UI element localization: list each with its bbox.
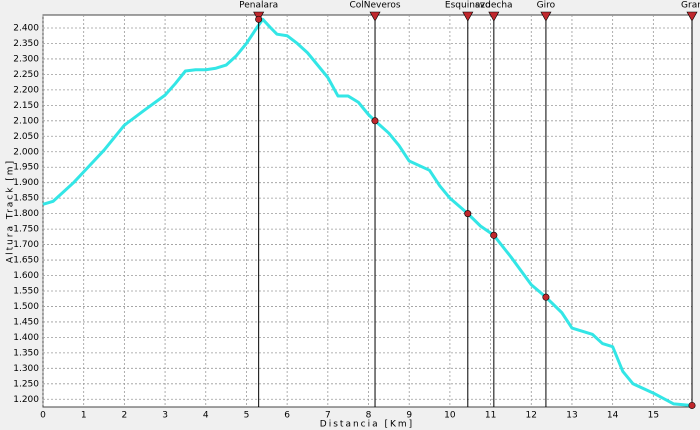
waypoint-dot xyxy=(688,401,696,409)
y-tick-label: 1.200 xyxy=(13,395,39,405)
y-tick-label: 1.400 xyxy=(13,333,39,343)
y-tick-label: 1.900 xyxy=(13,178,39,188)
x-tick-label: 7 xyxy=(325,411,331,421)
waypoint-marker xyxy=(462,11,474,22)
x-axis-title: Distancia [Km] xyxy=(320,420,414,430)
y-tick-label: 1.950 xyxy=(13,163,39,173)
x-tick-label: 13 xyxy=(566,411,577,421)
y-tick-label: 1.750 xyxy=(13,225,39,235)
waypoint-dot xyxy=(490,231,498,239)
waypoint-label: Penalara xyxy=(239,1,278,11)
x-tick-label: 0 xyxy=(40,411,46,421)
y-tick-label: 2.300 xyxy=(13,54,39,64)
x-tick-label: 9 xyxy=(406,411,412,421)
waypoint-label: Gran xyxy=(681,1,700,11)
waypoint-marker xyxy=(369,11,381,22)
waypoint-label: svdecha xyxy=(475,1,512,11)
x-tick-label: 10 xyxy=(444,411,456,421)
y-tick-label: 1.250 xyxy=(13,379,39,389)
x-tick-label: 3 xyxy=(162,411,168,421)
y-tick-label: 2.250 xyxy=(13,70,39,80)
x-tick-label: 1 xyxy=(81,411,87,421)
y-tick-label: 2.400 xyxy=(13,23,39,33)
y-tick-label: 1.800 xyxy=(13,209,39,219)
x-tick-label: 5 xyxy=(244,411,250,421)
y-axis-title: Altura Track [m] xyxy=(6,159,16,263)
y-tick-label: 1.650 xyxy=(13,256,39,266)
waypoint-dot xyxy=(255,15,263,23)
waypoint-dot xyxy=(371,117,379,125)
y-tick-label: 2.000 xyxy=(13,147,39,157)
waypoint-marker xyxy=(686,11,698,22)
y-tick-label: 2.200 xyxy=(13,85,39,95)
x-tick-label: 4 xyxy=(203,411,209,421)
elevation-line xyxy=(42,17,693,407)
waypoint-label: Esquinazo xyxy=(445,1,491,11)
y-tick-label: 2.150 xyxy=(13,101,39,111)
waypoint-label: ColNeveros xyxy=(349,1,400,11)
x-tick-label: 8 xyxy=(366,411,372,421)
y-tick-label: 2.350 xyxy=(13,39,39,49)
x-tick-label: 12 xyxy=(526,411,537,421)
y-tick-label: 1.350 xyxy=(13,348,39,358)
x-tick-label: 14 xyxy=(607,411,619,421)
waypoint-dot xyxy=(542,293,550,301)
waypoint-marker xyxy=(540,11,552,22)
y-tick-label: 2.100 xyxy=(13,116,39,126)
y-tick-label: 1.300 xyxy=(13,364,39,374)
x-tick-label: 15 xyxy=(648,411,659,421)
y-tick-label: 1.450 xyxy=(13,317,39,327)
waypoint-marker xyxy=(488,11,500,22)
y-tick-label: 1.700 xyxy=(13,240,39,250)
y-tick-label: 1.600 xyxy=(13,271,39,281)
y-tick-label: 1.550 xyxy=(13,286,39,296)
plot-area xyxy=(42,14,693,408)
x-tick-label: 11 xyxy=(485,411,496,421)
y-tick-label: 1.850 xyxy=(13,194,39,204)
waypoint-label: Giro xyxy=(537,1,556,11)
y-tick-label: 1.500 xyxy=(13,302,39,312)
y-tick-label: 2.050 xyxy=(13,132,39,142)
x-tick-label: 2 xyxy=(122,411,128,421)
x-tick-label: 6 xyxy=(284,411,290,421)
waypoint-dot xyxy=(464,210,472,218)
